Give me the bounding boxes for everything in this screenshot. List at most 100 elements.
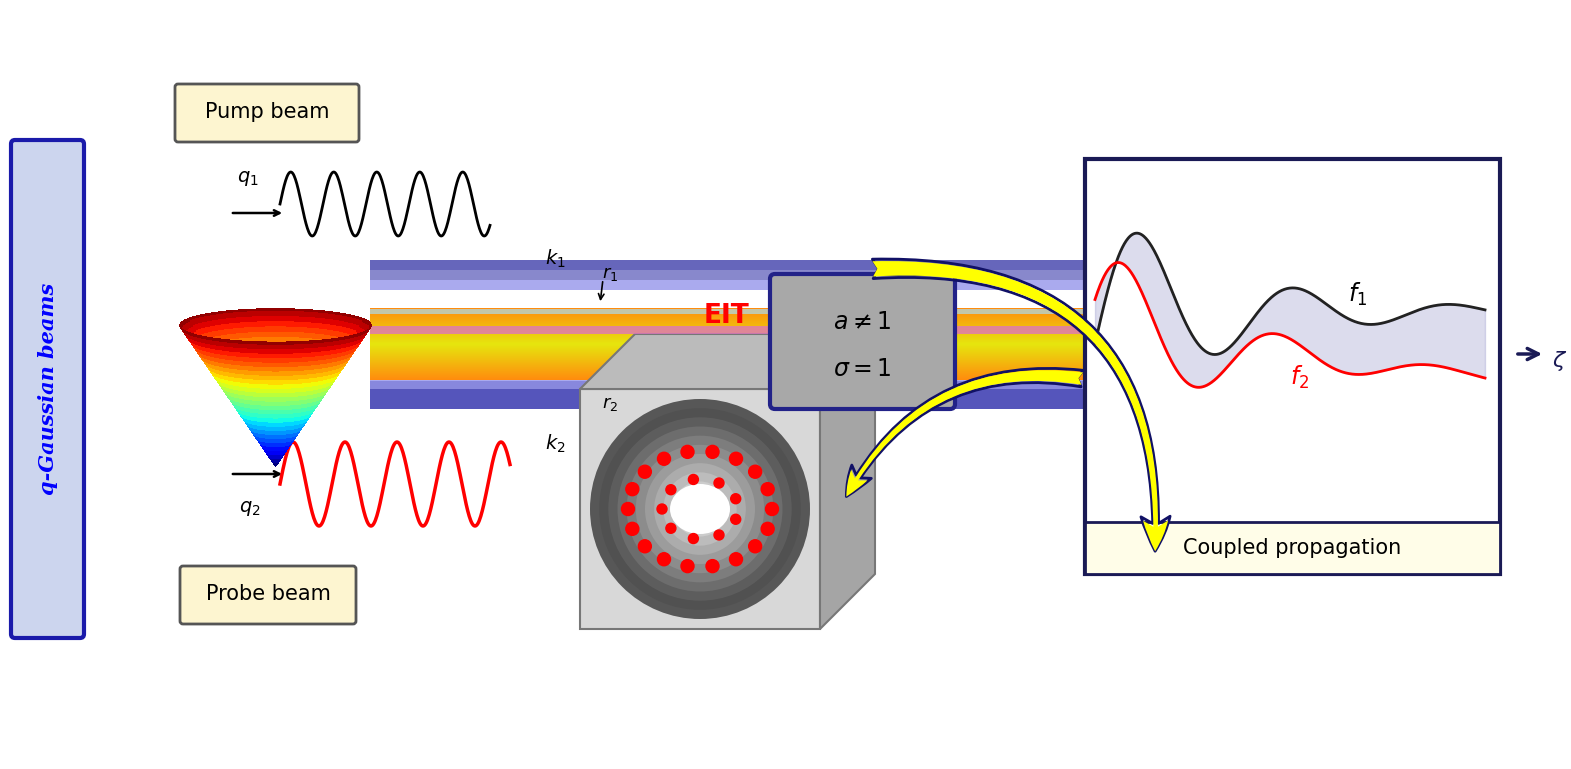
Bar <box>371 337 1086 338</box>
Circle shape <box>705 445 720 458</box>
Bar <box>371 309 1086 314</box>
Bar <box>371 315 1086 316</box>
FancyBboxPatch shape <box>181 566 357 624</box>
Bar <box>371 381 1086 389</box>
Circle shape <box>765 502 779 515</box>
Text: $k_2$: $k_2$ <box>545 433 566 455</box>
Bar <box>371 357 1086 358</box>
Ellipse shape <box>654 463 746 554</box>
Text: $a \neq 1$: $a \neq 1$ <box>833 311 892 335</box>
Text: $f_1$: $f_1$ <box>1348 281 1367 308</box>
Circle shape <box>762 483 775 496</box>
Bar <box>371 358 1086 359</box>
Text: EIT: EIT <box>704 303 749 329</box>
Bar <box>371 338 1086 339</box>
Bar <box>371 339 1086 340</box>
Bar <box>371 314 1086 315</box>
Bar <box>371 373 1086 374</box>
Bar <box>371 336 1086 337</box>
FancyArrowPatch shape <box>872 261 1169 551</box>
Bar <box>371 308 1086 309</box>
Bar <box>371 371 1086 381</box>
Circle shape <box>622 502 635 515</box>
Circle shape <box>688 534 699 544</box>
Circle shape <box>666 523 676 533</box>
Bar <box>371 260 1086 270</box>
FancyBboxPatch shape <box>770 274 955 409</box>
Circle shape <box>731 514 740 524</box>
Bar <box>371 348 1086 349</box>
Text: q-Gaussian beams: q-Gaussian beams <box>38 283 58 495</box>
Ellipse shape <box>691 500 709 518</box>
Circle shape <box>625 483 639 496</box>
Bar <box>371 379 1086 380</box>
Bar <box>371 351 1086 352</box>
Bar <box>371 343 1086 344</box>
Bar <box>371 320 1086 321</box>
Bar <box>371 345 1086 346</box>
Bar <box>371 316 1086 317</box>
Bar <box>371 389 1086 409</box>
Bar <box>371 309 1086 310</box>
FancyBboxPatch shape <box>11 140 83 638</box>
Ellipse shape <box>646 454 756 564</box>
Text: $q_1$: $q_1$ <box>237 169 259 188</box>
Bar <box>371 352 1086 353</box>
Polygon shape <box>580 334 875 389</box>
Ellipse shape <box>599 408 801 610</box>
Bar <box>371 317 1086 318</box>
Bar <box>371 349 1086 350</box>
Bar <box>371 364 1086 365</box>
Ellipse shape <box>669 484 731 534</box>
Bar <box>371 342 1086 343</box>
Ellipse shape <box>627 436 773 582</box>
Text: $f_2$: $f_2$ <box>1290 364 1310 391</box>
Bar <box>371 372 1086 373</box>
Circle shape <box>638 465 652 478</box>
Bar <box>371 361 1086 362</box>
Circle shape <box>680 560 694 573</box>
Circle shape <box>680 445 694 458</box>
Circle shape <box>666 484 676 494</box>
Bar <box>371 340 1086 341</box>
Ellipse shape <box>663 472 737 546</box>
Bar <box>371 322 1086 323</box>
Bar <box>371 327 1086 328</box>
Circle shape <box>638 540 652 553</box>
Bar <box>371 312 1086 313</box>
Circle shape <box>705 560 720 573</box>
Ellipse shape <box>591 399 811 619</box>
Text: $k_1$: $k_1$ <box>545 248 566 270</box>
Circle shape <box>729 452 743 465</box>
Ellipse shape <box>672 481 727 537</box>
Bar <box>371 331 1086 332</box>
Bar <box>371 323 1086 324</box>
Bar <box>371 332 1086 333</box>
Bar <box>371 313 1086 314</box>
Text: Coupled propagation: Coupled propagation <box>1183 538 1401 558</box>
Circle shape <box>731 494 740 504</box>
Bar <box>371 346 1086 347</box>
Bar <box>371 280 1086 290</box>
Bar <box>371 321 1086 322</box>
Bar <box>371 371 1086 372</box>
Bar <box>371 330 1086 331</box>
Bar <box>371 344 1086 345</box>
Bar <box>371 318 1086 319</box>
Text: $r_2$: $r_2$ <box>602 395 617 413</box>
Text: $\zeta$: $\zeta$ <box>1552 349 1568 373</box>
Bar <box>1086 522 1500 574</box>
Bar <box>371 310 1086 311</box>
Bar <box>371 359 1086 360</box>
Text: $r_1$: $r_1$ <box>602 265 617 283</box>
Bar <box>371 356 1086 357</box>
Bar <box>371 365 1086 366</box>
Text: $\sigma = 1$: $\sigma = 1$ <box>833 358 892 381</box>
Text: Pump beam: Pump beam <box>204 102 330 122</box>
Circle shape <box>657 504 668 514</box>
Bar <box>371 350 1086 351</box>
Bar <box>371 375 1086 376</box>
Bar <box>371 370 1086 371</box>
FancyBboxPatch shape <box>174 84 360 142</box>
FancyArrowPatch shape <box>847 370 1082 497</box>
